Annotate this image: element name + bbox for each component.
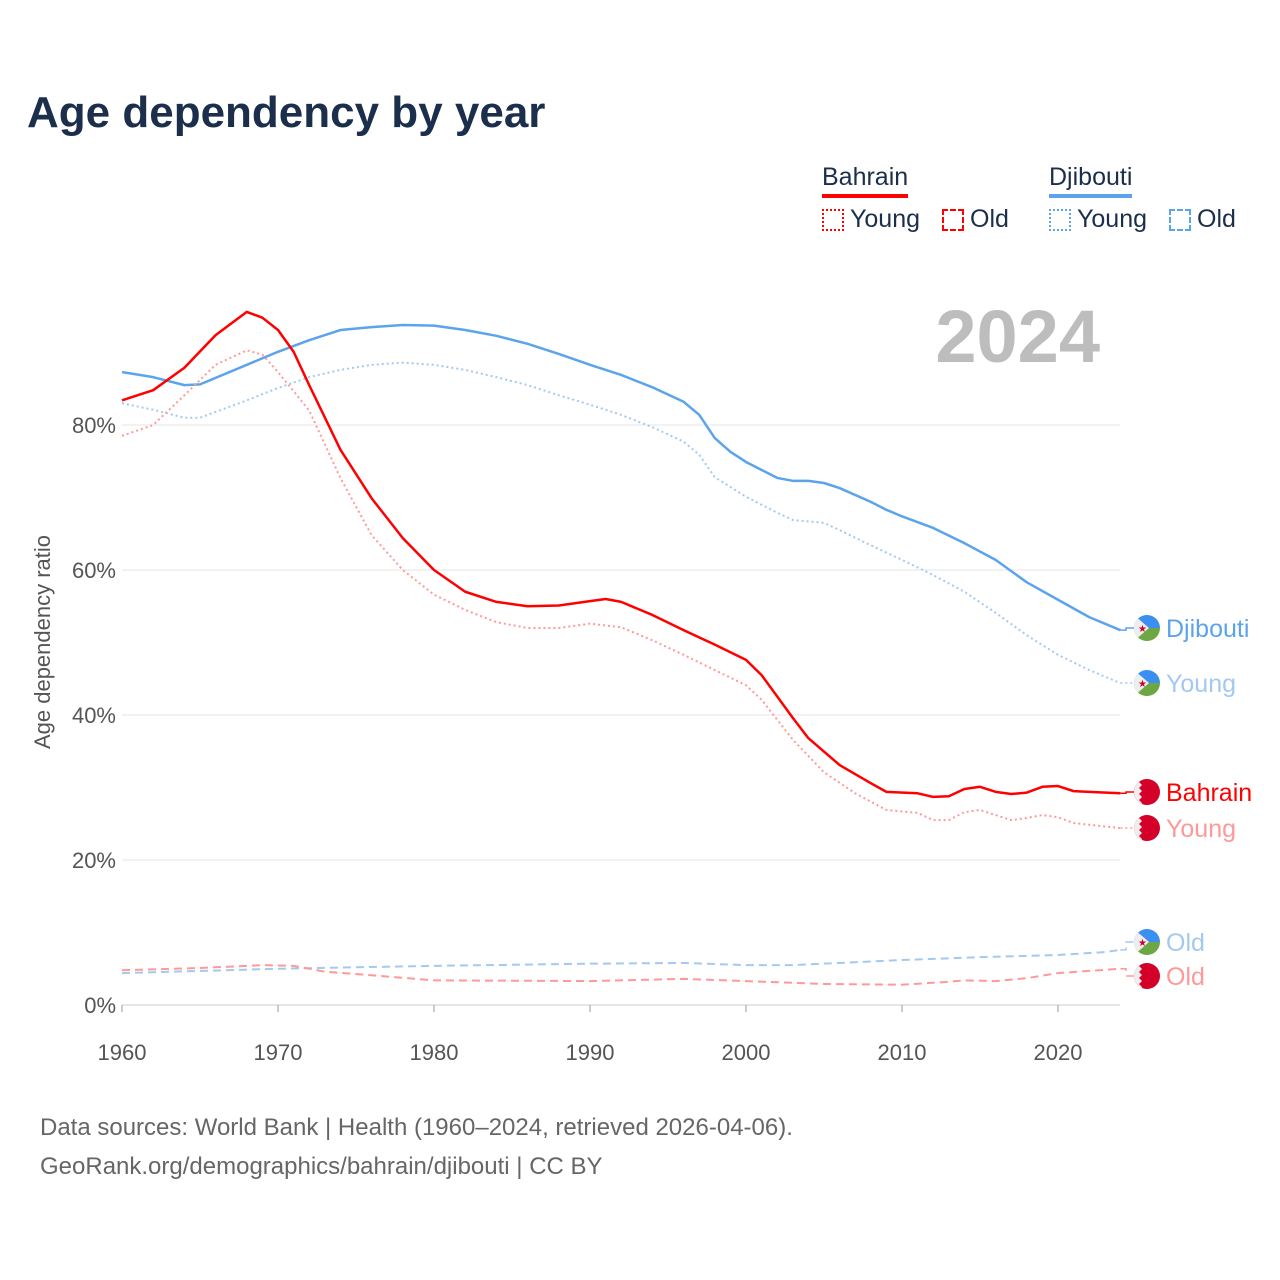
x-tick-label: 1990 <box>566 1040 615 1065</box>
legend-bahrain-young[interactable]: Young <box>822 205 920 234</box>
bahrain-flag-icon <box>1134 779 1160 805</box>
label-connector <box>1120 941 1134 951</box>
source-note: Data sources: World Bank | Health (1960–… <box>40 1108 793 1186</box>
flag-serration <box>1134 779 1142 805</box>
legend-bahrain[interactable]: Bahrain <box>822 163 909 198</box>
source-line-2[interactable]: GeoRank.org/demographics/bahrain/djibout… <box>40 1153 603 1180</box>
end-label: Old <box>1166 963 1205 991</box>
legend-djibouti[interactable]: Djibouti <box>1049 163 1133 198</box>
flag-star: ★ <box>1138 679 1147 690</box>
legend-label: Young <box>1077 205 1147 233</box>
end-label: Djibouti <box>1166 615 1249 643</box>
legend-djibouti-old[interactable]: Old <box>1169 205 1236 234</box>
dotted-swatch-icon <box>822 208 844 231</box>
y-tick-label: 80% <box>72 413 116 438</box>
end-label: Old <box>1166 929 1205 957</box>
y-tick-label: 20% <box>72 848 116 873</box>
flag-triangle <box>1134 670 1149 696</box>
x-tick-label: 2020 <box>1034 1040 1083 1065</box>
series-line-bahrain <box>121 310 1121 799</box>
y-tick-label: 40% <box>72 703 116 728</box>
djibouti-flag-icon: ★ <box>1134 615 1160 641</box>
label-connector <box>1120 968 1134 977</box>
label-connector <box>1120 627 1134 631</box>
legend-label: Old <box>1197 205 1236 233</box>
label-connector <box>1120 791 1134 795</box>
y-axis-label: Age dependency ratio <box>30 535 55 749</box>
djibouti-flag-icon: ★ <box>1134 670 1160 696</box>
flag-triangle <box>1134 929 1149 955</box>
x-tick-label: 2000 <box>722 1040 771 1065</box>
dashed-swatch-icon <box>1169 208 1191 231</box>
end-label: Bahrain <box>1166 779 1252 807</box>
flag-serration <box>1134 963 1142 989</box>
legend-label: Old <box>970 205 1009 233</box>
bahrain-flag-icon <box>1134 963 1160 989</box>
flag-triangle <box>1134 615 1149 641</box>
dotted-swatch-icon <box>1049 208 1071 231</box>
series-line-bahrain-young <box>121 349 1121 830</box>
legend-label: Young <box>850 205 920 233</box>
series-line-djibouti-old <box>121 948 1121 975</box>
series-line-bahrain-old <box>121 964 1121 986</box>
x-tick-label: 1970 <box>254 1040 303 1065</box>
bahrain-flag-icon <box>1134 815 1160 841</box>
x-tick-label: 1980 <box>410 1040 459 1065</box>
y-tick-label: 60% <box>72 558 116 583</box>
djibouti-flag-icon: ★ <box>1134 929 1160 955</box>
year-label: 2024 <box>935 295 1100 378</box>
flag-star: ★ <box>1138 624 1147 635</box>
source-line-1: Data sources: World Bank | Health (1960–… <box>40 1114 793 1141</box>
y-tick-label: 0% <box>84 993 116 1018</box>
flag-serration <box>1134 815 1142 841</box>
end-label: Young <box>1166 670 1236 698</box>
legend-bahrain-old[interactable]: Old <box>942 205 1009 234</box>
x-tick-label: 2010 <box>878 1040 927 1065</box>
legend-djibouti-young[interactable]: Young <box>1049 205 1147 234</box>
x-tick-label: 1960 <box>98 1040 147 1065</box>
flag-star: ★ <box>1138 938 1147 949</box>
dashed-swatch-icon <box>942 208 964 231</box>
series-line-djibouti-young <box>121 361 1121 685</box>
end-label: Young <box>1166 815 1236 843</box>
chart-title: Age dependency by year <box>27 88 546 137</box>
series-line-djibouti <box>121 323 1121 632</box>
